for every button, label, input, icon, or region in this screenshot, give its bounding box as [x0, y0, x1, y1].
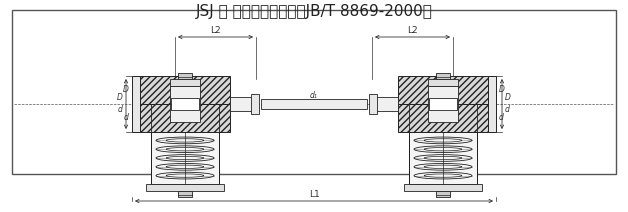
Bar [436, 73, 450, 79]
Text: d₁: d₁ [310, 91, 318, 100]
Bar [404, 184, 482, 191]
Text: L2: L2 [210, 26, 221, 35]
Ellipse shape [166, 165, 204, 169]
Bar [140, 76, 230, 104]
Bar [151, 132, 219, 184]
Bar [428, 86, 458, 104]
Bar [398, 76, 488, 104]
Text: L: L [190, 91, 195, 100]
Ellipse shape [166, 156, 204, 160]
Bar [261, 99, 367, 109]
Bar [12, 10, 616, 174]
Text: t: t [183, 91, 187, 100]
Bar [170, 104, 200, 122]
Bar [171, 98, 199, 110]
Bar [369, 94, 377, 114]
Ellipse shape [424, 148, 462, 151]
Text: JSJ 型 蛇形弹性联轴器（JB/T 8869-2000）: JSJ 型 蛇形弹性联轴器（JB/T 8869-2000） [195, 4, 433, 19]
Text: L: L [175, 91, 180, 100]
Bar [436, 191, 450, 197]
Ellipse shape [166, 148, 204, 151]
Bar [140, 104, 230, 132]
Ellipse shape [166, 139, 204, 142]
Text: D: D [499, 85, 505, 95]
Text: L: L [448, 91, 453, 100]
Ellipse shape [424, 139, 462, 142]
Bar [132, 76, 140, 132]
Text: D: D [123, 85, 129, 95]
Bar [178, 73, 192, 79]
Text: L1: L1 [308, 190, 320, 199]
Ellipse shape [424, 174, 462, 177]
Ellipse shape [424, 165, 462, 169]
Text: d: d [118, 106, 123, 114]
Bar [409, 132, 477, 184]
Bar [428, 79, 458, 86]
Text: t: t [441, 91, 445, 100]
Text: d: d [124, 113, 129, 123]
Text: L: L [433, 91, 438, 100]
Text: D: D [505, 93, 511, 102]
Bar [429, 98, 457, 110]
Bar [230, 97, 256, 111]
Bar [428, 104, 458, 122]
Bar [146, 184, 224, 191]
Text: d: d [499, 113, 504, 123]
Ellipse shape [166, 174, 204, 177]
Bar [178, 191, 192, 197]
Text: d: d [505, 106, 510, 114]
Text: D: D [117, 93, 123, 102]
Text: L2: L2 [407, 26, 418, 35]
Bar [372, 97, 398, 111]
Bar [488, 76, 496, 132]
Bar [170, 86, 200, 104]
Bar [251, 94, 259, 114]
Bar [170, 79, 200, 86]
Bar [398, 104, 488, 132]
Ellipse shape [424, 156, 462, 160]
